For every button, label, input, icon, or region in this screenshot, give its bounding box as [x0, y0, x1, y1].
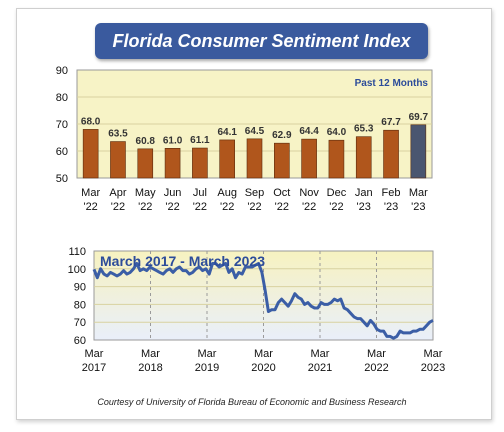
bar-value-label: 68.0 — [81, 116, 101, 127]
line-x-tick-month: Mar — [424, 348, 443, 360]
bar-x-tick-year: '23 — [384, 201, 398, 213]
bar-value-label: 60.8 — [136, 136, 156, 147]
line-y-tick-label: 80 — [74, 299, 86, 311]
bar — [246, 138, 263, 179]
bar-x-tick-year: '22 — [275, 201, 289, 213]
bar-value-label: 64.0 — [327, 127, 347, 138]
line-x-tick-month: Mar — [367, 348, 386, 360]
line-x-tick-year: 2020 — [251, 362, 275, 374]
bar-x-tick-month: Mar — [81, 187, 100, 199]
credit-line: Courtesy of University of Florida Bureau… — [97, 397, 407, 407]
bar-value-label: 65.3 — [354, 124, 374, 135]
bar-x-tick-year: '22 — [193, 201, 207, 213]
bar-value-label: 63.5 — [108, 129, 128, 140]
bar-x-tick-year: '22 — [329, 201, 343, 213]
bar — [383, 129, 399, 179]
bar-x-tick-year: '22 — [138, 201, 152, 213]
bar-x-tick-month: May — [135, 187, 156, 199]
line-x-tick-month: Mar — [198, 348, 217, 360]
bar — [328, 139, 345, 179]
line-chart-title: March 2017 - March 2023 — [100, 253, 265, 269]
bar-x-tick-month: Apr — [109, 187, 126, 199]
bar-x-tick-month: Jan — [355, 187, 373, 199]
line-x-tick-month: Mar — [141, 348, 160, 360]
bar-x-tick-month: Jun — [164, 187, 182, 199]
bar-x-tick-month: Nov — [299, 187, 319, 199]
line-x-tick-year: 2019 — [195, 362, 219, 374]
bar-value-label: 61.1 — [190, 135, 210, 146]
bar — [110, 141, 126, 179]
bar-y-tick-label: 50 — [56, 173, 68, 185]
bar-x-tick-month: Jul — [193, 187, 207, 199]
bar — [219, 139, 235, 179]
bar-value-label: 69.7 — [409, 112, 429, 123]
line-x-tick-year: 2021 — [308, 362, 332, 374]
bar-value-label: 67.7 — [381, 117, 401, 128]
bar-value-label: 62.9 — [272, 130, 292, 141]
bar-x-tick-year: '23 — [357, 201, 371, 213]
line-y-tick-label: 60 — [74, 335, 86, 347]
title-banner: Florida Consumer Sentiment Index — [95, 23, 428, 59]
bar-value-label: 64.1 — [217, 127, 237, 138]
bar-x-tick-month: Oct — [273, 187, 290, 199]
line-x-tick-month: Mar — [85, 348, 104, 360]
line-x-tick-month: Mar — [311, 348, 330, 360]
bar-annotation: Past 12 Months — [355, 78, 429, 89]
bar-x-tick-month: Mar — [409, 187, 428, 199]
bar — [137, 148, 154, 179]
bar — [274, 142, 290, 179]
bar-y-tick-label: 70 — [56, 119, 68, 131]
line-x-tick-year: 2022 — [364, 362, 388, 374]
line-y-tick-label: 100 — [68, 264, 86, 276]
bar — [355, 136, 372, 179]
bar-y-tick-label: 90 — [56, 65, 68, 77]
sentiment-line — [92, 262, 434, 340]
chart-title: Florida Consumer Sentiment Index — [112, 30, 411, 51]
bar-x-tick-month: Dec — [327, 187, 347, 199]
bar — [192, 147, 208, 179]
bar-x-tick-year: '22 — [83, 201, 97, 213]
line-x-tick-month: Mar — [254, 348, 273, 360]
bar-x-tick-year: '22 — [220, 201, 234, 213]
bar-x-tick-month: Aug — [217, 187, 237, 199]
line-y-tick-label: 70 — [74, 317, 86, 329]
bar — [164, 148, 181, 179]
bar-y-tick-label: 80 — [56, 92, 68, 104]
bar-x-tick-year: '22 — [111, 201, 125, 213]
bar — [410, 124, 427, 179]
bar-x-tick-year: '22 — [302, 201, 316, 213]
bar-x-tick-month: Sep — [245, 187, 265, 199]
bar — [301, 138, 317, 179]
bar-value-label: 61.0 — [163, 135, 183, 146]
line-x-tick-year: 2017 — [82, 362, 106, 374]
line-x-tick-year: 2018 — [138, 362, 162, 374]
bar-value-label: 64.4 — [299, 126, 319, 137]
bar-x-tick-year: '23 — [411, 201, 425, 213]
bar-x-tick-year: '22 — [247, 201, 261, 213]
bar-y-tick-label: 60 — [56, 146, 68, 158]
bar-x-tick-month: Feb — [382, 187, 401, 199]
bar-x-tick-year: '22 — [165, 201, 179, 213]
bar — [82, 129, 99, 179]
line-x-tick-year: 2023 — [421, 362, 445, 374]
line-y-tick-label: 110 — [68, 246, 86, 258]
line-y-tick-label: 90 — [74, 282, 86, 294]
bar-value-label: 64.5 — [245, 126, 265, 137]
